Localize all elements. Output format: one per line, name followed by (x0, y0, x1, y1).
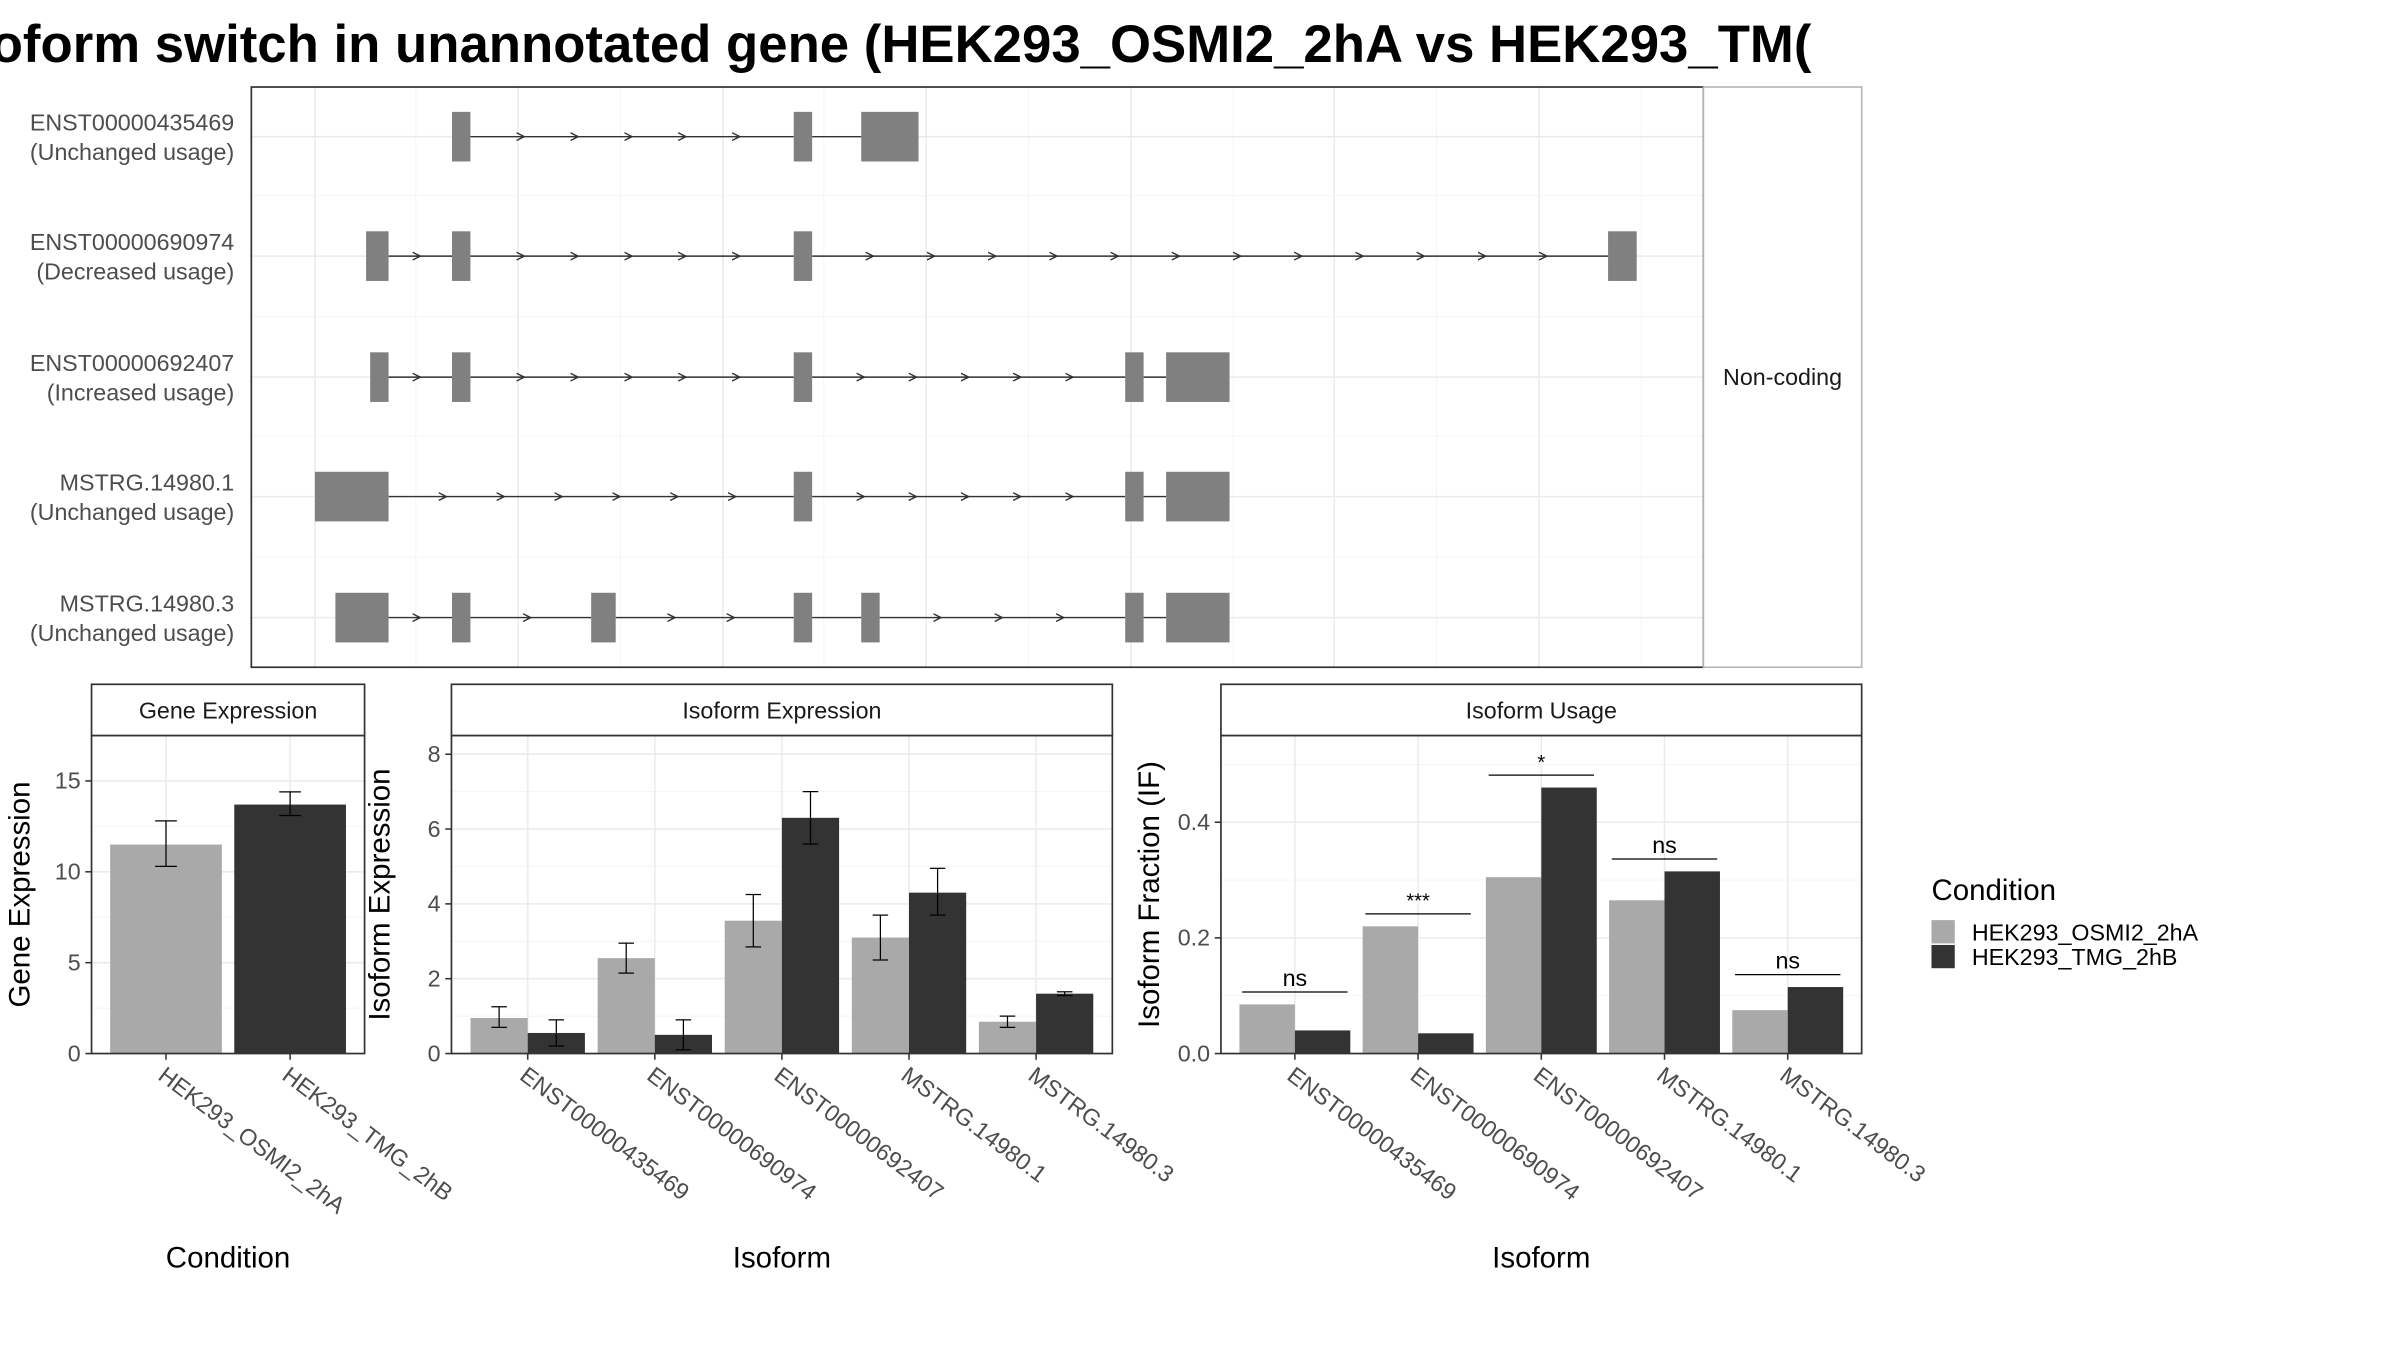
y-tick-label: 8 (428, 741, 441, 767)
exon-block (452, 231, 471, 281)
significance-label: *** (1406, 891, 1430, 913)
bar (110, 844, 222, 1054)
legend-swatch (1931, 920, 1955, 944)
facet-strip (1702, 86, 1863, 669)
exon-block (1125, 352, 1144, 402)
significance-label: * (1537, 752, 1545, 774)
exon-block (793, 111, 813, 162)
isoform-id-label: ENST00000692407 (30, 350, 234, 376)
panel-title: Isoform Expression (682, 697, 881, 723)
exon-block (1608, 231, 1637, 281)
exon-block (1166, 471, 1230, 522)
y-tick-label: 0.2 (1178, 925, 1210, 951)
facet-label: Non-coding (1723, 364, 1842, 390)
legend-title: Condition (1931, 874, 2056, 907)
panel-title: Isoform Usage (1466, 697, 1617, 723)
y-tick-label: 6 (428, 816, 441, 842)
exon-block (793, 352, 813, 402)
x-axis-title: Isoform (733, 1242, 831, 1275)
panel-title: Gene Expression (139, 697, 317, 723)
y-tick-label: 5 (68, 949, 81, 975)
bar (1787, 987, 1844, 1054)
isoform-track (452, 111, 919, 162)
isoform-usage-label: (Decreased usage) (36, 258, 234, 284)
exon-block (1166, 592, 1230, 643)
exon-block (1125, 592, 1144, 643)
legend-swatch (1931, 944, 1955, 969)
isoform-usage-label: (Increased usage) (47, 379, 235, 405)
isoform-track (370, 352, 1230, 402)
bar (1418, 1033, 1474, 1054)
x-axis-title: Isoform (1492, 1242, 1590, 1275)
legend-label: HEK293_OSMI2_2hA (1972, 919, 2199, 945)
significance-label: ns (1652, 832, 1677, 858)
figure-title: oform switch in unannotated gene (HEK293… (0, 15, 1812, 74)
bar (781, 817, 840, 1054)
isoform-structure-panel: ENST00000435469 (Unchanged usage) ENST0000… (30, 86, 1863, 669)
isoform-usage-label: (Unchanged usage) (30, 620, 234, 646)
exon-block (452, 352, 471, 402)
isoform-track (314, 471, 1230, 522)
exon-block (366, 231, 389, 281)
y-tick-label: 10 (55, 859, 81, 885)
legend-label: HEK293_TMG_2hB (1972, 944, 2178, 970)
exon-block (314, 471, 389, 522)
exon-block (861, 592, 880, 643)
isoform-id-label: ENST00000435469 (30, 109, 234, 135)
exon-block (793, 471, 813, 522)
exon-block (1166, 352, 1230, 402)
isoform-id-label: MSTRG.14980.3 (60, 590, 235, 616)
x-axis-title: Condition (166, 1242, 291, 1275)
isoform-track (335, 592, 1230, 643)
bar (1609, 900, 1665, 1054)
bar (1294, 1030, 1351, 1054)
bar (597, 958, 655, 1054)
y-tick-label: 0.0 (1178, 1040, 1210, 1066)
isoform-usage-label: (Unchanged usage) (30, 139, 234, 165)
y-tick-label: 15 (55, 768, 81, 794)
bar (1362, 926, 1419, 1054)
exon-block (452, 592, 471, 643)
bar (1036, 993, 1094, 1054)
panel-strip (450, 683, 1114, 737)
exon-block (793, 231, 813, 281)
y-tick-label: 0 (68, 1040, 81, 1066)
isoform-usage-label: (Unchanged usage) (30, 499, 234, 525)
y-axis-title: Gene Expression (3, 781, 36, 1007)
exon-block (591, 592, 616, 643)
isoform-id-label: MSTRG.14980.1 (60, 469, 235, 495)
exon-block (335, 592, 389, 643)
bar (1541, 787, 1597, 1054)
panel-strip (90, 683, 366, 737)
isoform-id-label: ENST00000690974 (30, 229, 234, 255)
bar (908, 892, 967, 1054)
exon-block (1125, 471, 1144, 522)
y-axis-title: Isoform Fraction (IF) (1133, 761, 1166, 1028)
exon-block (452, 111, 471, 162)
exon-block (861, 111, 919, 162)
y-tick-label: 0 (428, 1040, 441, 1066)
significance-label: ns (1775, 947, 1800, 973)
bar (1485, 877, 1542, 1054)
panel-strip (1220, 683, 1863, 737)
y-axis-title: Isoform Expression (363, 768, 396, 1020)
isoform-track (366, 231, 1637, 281)
bar (234, 804, 346, 1054)
exon-block (793, 592, 813, 643)
bar (1239, 1004, 1295, 1054)
y-tick-label: 2 (428, 965, 441, 991)
y-tick-label: 4 (428, 891, 441, 917)
bar (1732, 1010, 1788, 1054)
bar (1664, 871, 1720, 1054)
significance-label: ns (1283, 965, 1308, 991)
exon-block (370, 352, 389, 402)
y-tick-label: 0.4 (1178, 809, 1210, 835)
